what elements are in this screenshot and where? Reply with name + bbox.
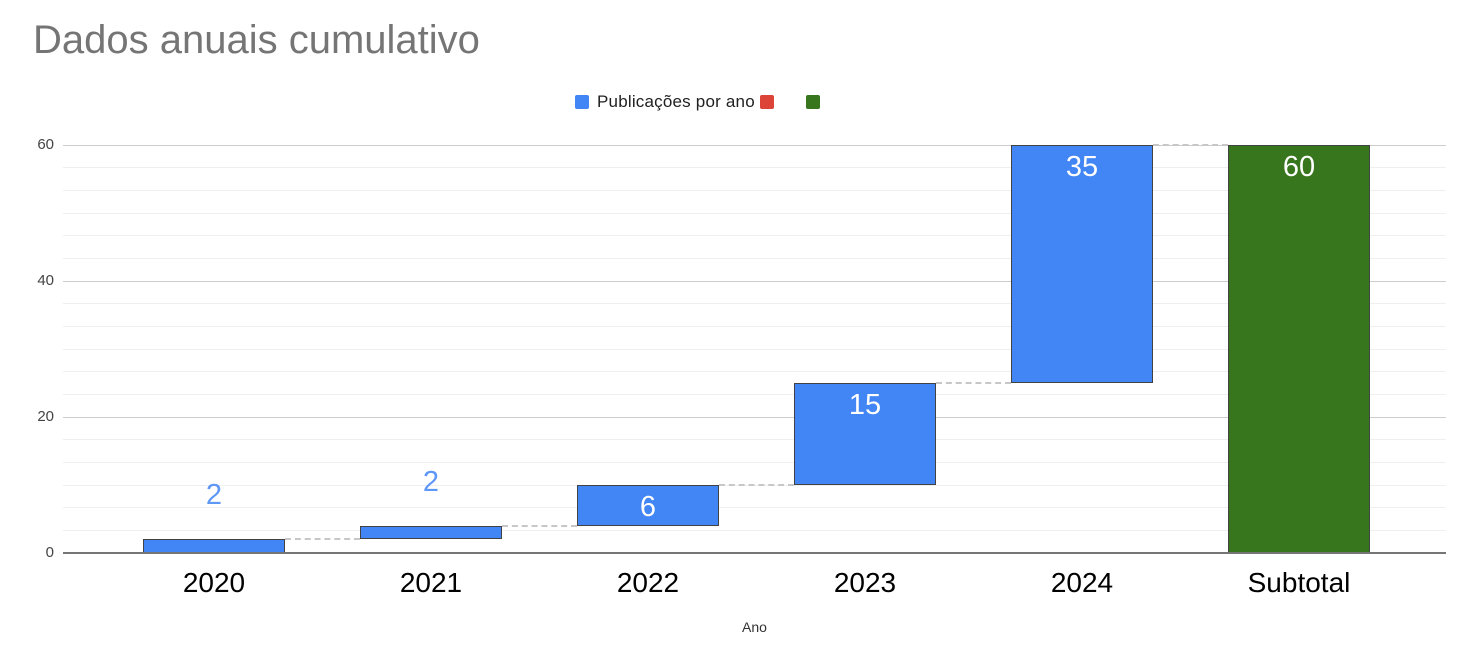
gridline-minor [63, 348, 1446, 350]
gridline-major [63, 416, 1446, 418]
bar-Subtotal[interactable] [1228, 145, 1370, 553]
y-axis-label-0: 0 [45, 544, 54, 561]
legend-swatch-green-icon [805, 95, 820, 109]
gridline-minor [63, 235, 1446, 237]
legend-swatch-blue-icon [575, 95, 589, 109]
bar-2021[interactable] [360, 525, 502, 540]
y-axis-label-20: 20 [37, 408, 54, 425]
value-label-2021: 2 [422, 465, 440, 498]
bar-2022[interactable] [577, 485, 719, 526]
gridline-minor [63, 167, 1446, 169]
x-axis-label-Subtotal: Subtotal [1247, 567, 1351, 598]
legend-swatch-red-icon [759, 95, 774, 109]
value-label-2024: 35 [1065, 151, 1099, 183]
bar-2023[interactable] [794, 383, 936, 485]
x-axis-label-2023: 2023 [833, 567, 897, 598]
gridline-minor [63, 303, 1446, 305]
x-axis-label-2024: 2024 [1050, 567, 1114, 598]
gridline-minor [63, 325, 1446, 327]
bar-2020[interactable] [143, 539, 285, 553]
gridline-minor [63, 257, 1446, 259]
connector-2022-to-2023 [719, 484, 794, 486]
value-label-Subtotal: 60 [1282, 151, 1316, 183]
gridline-minor [63, 371, 1446, 373]
gridline-major [63, 280, 1446, 282]
gridline-minor [63, 461, 1446, 463]
connector-2020-to-2021 [285, 538, 360, 541]
x-axis-label-2022: 2022 [616, 567, 680, 598]
connector-2023-to-2024 [936, 382, 1011, 384]
chart-title: Dados anuais cumulativo [33, 18, 480, 62]
x-axis-line [63, 552, 1446, 554]
gridline-major [63, 144, 1446, 146]
connector-2021-to-2022 [502, 524, 577, 527]
gridline-minor [63, 529, 1446, 531]
gridline-minor [63, 507, 1446, 509]
legend-item-subtotal[interactable] [805, 95, 820, 109]
legend: Publicações por ano [575, 92, 820, 112]
legend-item-publicacoes-por-ano[interactable]: Publicações por ano [575, 92, 755, 112]
gridline-minor [63, 189, 1446, 191]
connector-2024-to-Subtotal [1153, 144, 1228, 146]
legend-item-label: Publicações por ano [597, 92, 755, 111]
y-axis-label-60: 60 [37, 136, 54, 153]
x-axis-label-2020: 2020 [182, 567, 246, 598]
value-label-2020: 2 [205, 479, 223, 512]
value-label-2023: 15 [848, 389, 882, 421]
x-axis-title: Ano [742, 619, 767, 635]
legend-item-negative[interactable] [759, 95, 774, 109]
gridline-minor [63, 393, 1446, 395]
bar-2024[interactable] [1011, 145, 1153, 383]
gridline-minor [63, 439, 1446, 441]
gridline-minor [63, 212, 1446, 214]
x-axis-label-2021: 2021 [399, 567, 463, 598]
y-axis-label-40: 40 [37, 272, 54, 289]
value-label-2022: 6 [639, 491, 657, 523]
